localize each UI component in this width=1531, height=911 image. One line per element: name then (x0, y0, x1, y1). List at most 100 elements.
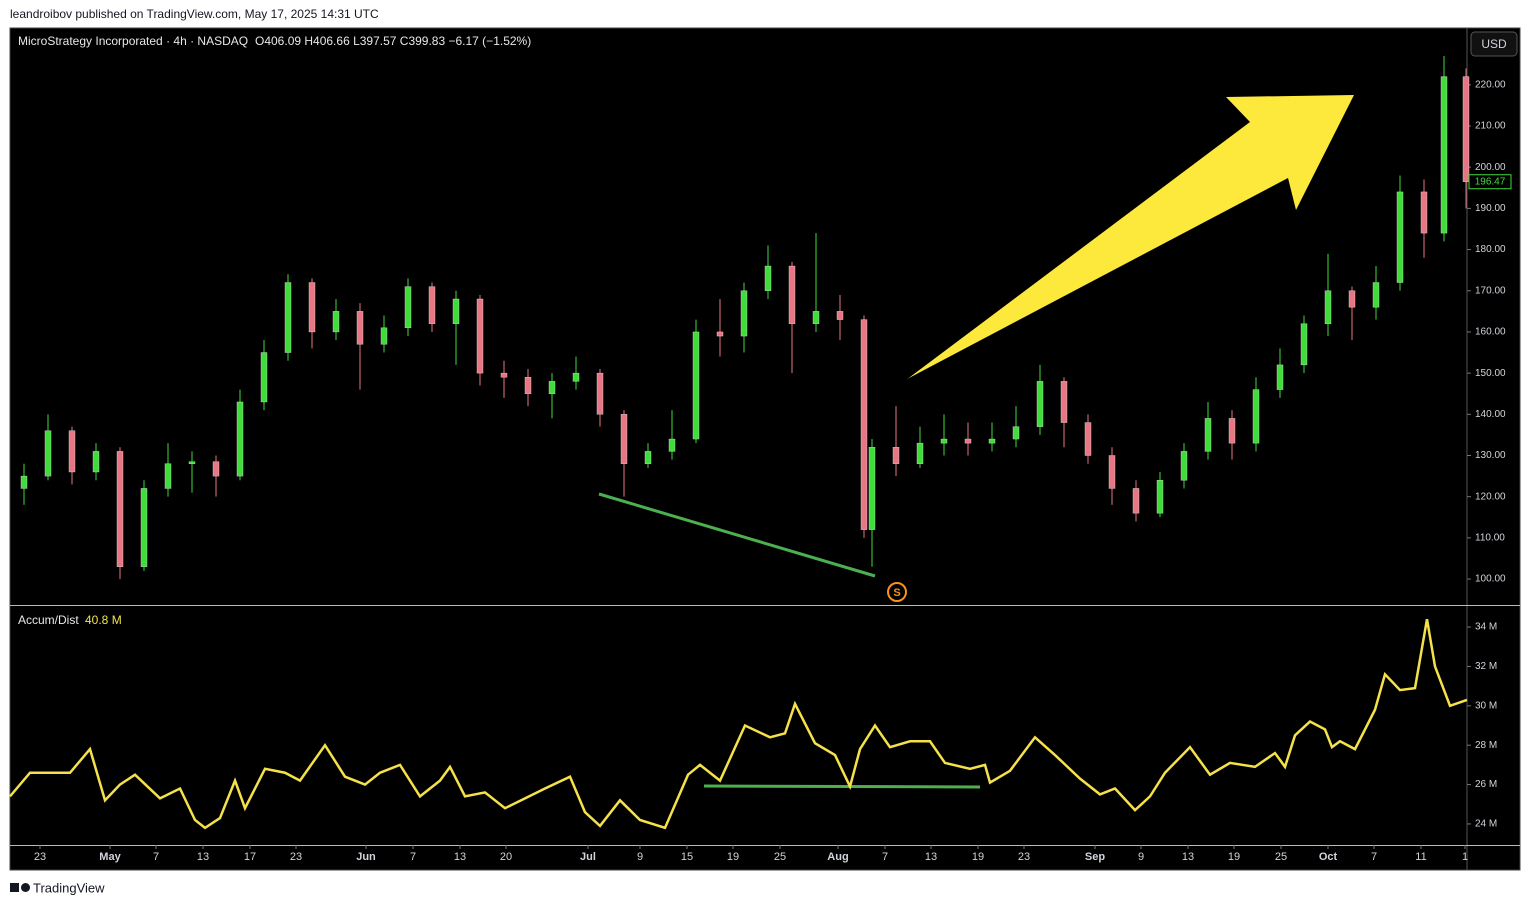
x-tick-label: Jul (580, 851, 596, 863)
candle-body (116, 451, 124, 567)
y-tick-label: 24 M (1475, 819, 1497, 830)
x-tick-label: 7 (410, 851, 416, 863)
candle-body (140, 488, 148, 567)
candle-body (1180, 451, 1188, 481)
footer-logo (10, 883, 30, 892)
ohlc-text: O406.09 H406.66 L397.57 C399.83 −6.17 (−… (255, 34, 531, 48)
candle-body (916, 442, 924, 464)
candle-body (332, 311, 340, 333)
candle-body (1396, 191, 1404, 283)
y-tick-label: 100.00 (1475, 574, 1506, 585)
candle-body (356, 311, 364, 345)
footer-brand: TradingView (33, 880, 105, 895)
candle-body (1324, 290, 1332, 324)
x-tick-label: 23 (290, 851, 302, 863)
candle-body (868, 447, 876, 530)
y-tick-label: 200.00 (1475, 162, 1506, 173)
symbol-title: MicroStrategy Incorporated · 4h · NASDAQ (18, 34, 248, 48)
x-tick-label: 9 (637, 851, 643, 863)
candle-body (548, 381, 556, 394)
x-tick-label: 25 (1275, 851, 1287, 863)
x-tick-label: May (99, 851, 121, 863)
y-tick-label: 160.00 (1475, 327, 1506, 338)
candle-body (380, 327, 388, 345)
candle-body (308, 282, 316, 333)
candle-body (452, 298, 460, 324)
currency-button[interactable] (1470, 31, 1518, 57)
candle-body (68, 430, 76, 473)
candle-body (812, 311, 820, 324)
x-tick-label: 19 (727, 851, 739, 863)
x-tick-label: 23 (34, 851, 46, 863)
trend-line (703, 784, 981, 789)
candle-body (940, 438, 948, 444)
x-tick-label: Jun (356, 851, 376, 863)
published-note: leandroibov published on TradingView.com… (10, 7, 379, 21)
candle-body (836, 311, 844, 320)
y-tick-label: 220.00 (1475, 79, 1506, 90)
candle-body (1156, 480, 1164, 514)
candle-body (1276, 364, 1284, 390)
x-tick-label: Oct (1319, 851, 1338, 863)
candle-body (1060, 381, 1068, 423)
y-tick-label: 120.00 (1475, 491, 1506, 502)
x-tick-label: Aug (827, 851, 848, 863)
y-tick-label: 140.00 (1475, 409, 1506, 420)
candle-body (92, 451, 100, 473)
y-tick-label: 26 M (1475, 779, 1497, 790)
y-tick-label: 170.00 (1475, 285, 1506, 296)
ad-line (9, 618, 1468, 830)
candle-body (964, 438, 972, 444)
candle-body (692, 331, 700, 440)
candle-body (1372, 282, 1380, 308)
x-tick-label: 13 (197, 851, 209, 863)
candle-body (404, 286, 412, 329)
candle-body (1252, 389, 1260, 444)
candle-body (1204, 418, 1212, 452)
x-tick-label: 7 (882, 851, 888, 863)
last-price-box (1468, 174, 1512, 190)
x-tick-label: 7 (153, 851, 159, 863)
candle-body (668, 438, 676, 452)
y-tick-label: 30 M (1475, 700, 1497, 711)
candle-body (476, 298, 484, 374)
candle-body (188, 461, 196, 464)
candle-body (212, 461, 220, 477)
y-tick-label: 32 M (1475, 661, 1497, 672)
candle-body (572, 372, 580, 382)
y-tick-label: 130.00 (1475, 450, 1506, 461)
candle-body (892, 447, 900, 464)
x-tick-label: 9 (1138, 851, 1144, 863)
candle-body (284, 282, 292, 353)
candle-body (260, 352, 268, 403)
split-marker[interactable] (887, 582, 907, 602)
candle-body (988, 438, 996, 444)
x-tick-label: Sep (1085, 851, 1105, 863)
candle-body (236, 401, 244, 477)
candle-body (1348, 290, 1356, 308)
candle-body (764, 265, 772, 291)
candle-body (788, 265, 796, 324)
arrow-annotation (906, 95, 1354, 380)
last-price-label: 196.47 (1475, 176, 1506, 187)
x-tick-label: 13 (1182, 851, 1194, 863)
y-tick-label: 28 M (1475, 740, 1497, 751)
y-tick-label: 190.00 (1475, 203, 1506, 214)
y-tick-label: 110.00 (1475, 533, 1505, 544)
y-tick-label: 180.00 (1475, 244, 1506, 255)
candle-body (428, 286, 436, 324)
candle-body (1440, 76, 1448, 234)
candle-body (860, 319, 868, 530)
x-tick-label: 19 (972, 851, 984, 863)
y-tick-label: 150.00 (1475, 368, 1506, 379)
candle-body (596, 372, 604, 415)
candle-body (1108, 455, 1116, 489)
candle-body (620, 414, 628, 464)
x-tick-label: 13 (454, 851, 466, 863)
candle-body (716, 331, 724, 337)
x-tick-label: 13 (925, 851, 937, 863)
candle-body (1228, 418, 1236, 444)
candle-body (20, 475, 28, 489)
trend-line (598, 492, 876, 578)
candle-body (500, 372, 508, 378)
